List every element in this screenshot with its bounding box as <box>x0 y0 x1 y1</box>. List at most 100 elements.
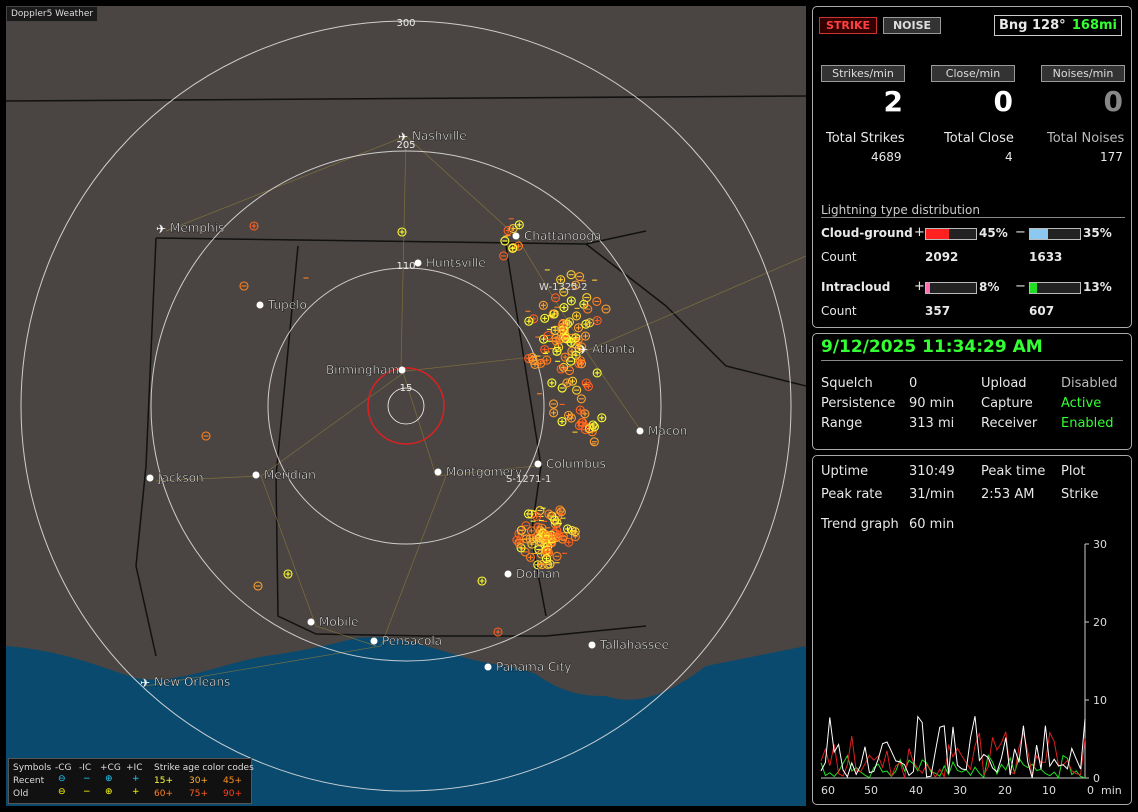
x-tick-20: 20 <box>998 784 1012 797</box>
trend-graph-label: Trend graph <box>821 517 899 532</box>
strike-icon <box>583 304 593 314</box>
cg-neg-bar <box>1029 228 1081 240</box>
strike-icon <box>514 220 524 230</box>
svg-text:Jackson: Jackson <box>157 471 204 485</box>
svg-text:✈: ✈ <box>140 676 150 690</box>
plot-value[interactable]: Strike <box>1061 487 1099 502</box>
plot-label: Plot <box>1061 464 1086 479</box>
strike-icon <box>527 539 537 549</box>
receiver-label: Receiver <box>981 416 1038 431</box>
total-noises-label: Total Noises <box>1047 131 1125 146</box>
legend-old-label: Old <box>13 789 29 799</box>
cg-neg-pct: 35% <box>1083 226 1112 240</box>
strike-icon <box>537 559 547 570</box>
svg-text:Birmingham: Birmingham <box>326 363 399 377</box>
recent-pos-cg-icon: ⊕ <box>105 774 113 784</box>
strike-icon <box>559 303 569 313</box>
ic-neg-count: 607 <box>1029 304 1055 318</box>
strikes-per-min-value: 2 <box>883 85 903 118</box>
city-jackson: Jackson <box>146 471 204 485</box>
strike-icon <box>549 408 559 418</box>
strikes-per-min-label[interactable]: Strikes/min <box>821 65 905 82</box>
strike-icon <box>249 221 259 231</box>
y-tick-30: 30 <box>1093 538 1107 551</box>
trend-graph: 30 20 10 0 60 50 40 30 20 10 0 min <box>820 538 1122 797</box>
strike-icon <box>575 405 585 415</box>
bearing-box: Bng 128° 168mi <box>994 15 1122 36</box>
squelch-value: 0 <box>909 376 918 391</box>
x-tick-60: 60 <box>821 784 835 797</box>
strike-icon <box>592 296 602 306</box>
range-label: Range <box>821 416 863 431</box>
svg-text:300: 300 <box>396 18 415 29</box>
strike-button[interactable]: STRIKE <box>819 17 877 34</box>
noises-per-min-value: 0 <box>1103 85 1123 118</box>
sector-label: W-1325-2 <box>539 282 588 293</box>
strike-icon <box>571 350 581 360</box>
legend-pos-ic: +IC <box>126 763 143 773</box>
strike-icon <box>283 569 293 579</box>
strike-icon <box>552 551 562 561</box>
city-tupelo: Tupelo <box>256 298 307 312</box>
strike-icon <box>544 509 554 519</box>
total-noises-value: 177 <box>1100 150 1123 164</box>
city-markers: ✈ Nashville ✈ Memphis Chattanooga Huntsville T… <box>140 129 687 690</box>
svg-text:Meridian: Meridian <box>264 468 316 482</box>
city-new-orleans: ✈ New Orleans <box>140 675 230 690</box>
cg-label: Cloud-ground <box>821 226 913 240</box>
strike-icon <box>592 368 602 378</box>
strike-icon <box>556 324 566 334</box>
strike-icon <box>524 316 534 326</box>
y-tick-0: 0 <box>1093 772 1100 785</box>
legend-recent-label: Recent <box>13 776 45 786</box>
close-per-min-label[interactable]: Close/min <box>931 65 1015 82</box>
strike-icon <box>397 227 407 237</box>
old-neg-cg-icon: ⊖ <box>58 787 66 797</box>
svg-text:Panama City: Panama City <box>496 660 571 674</box>
strike-icon <box>566 337 576 347</box>
persistence-label: Persistence <box>821 396 896 411</box>
cg-neg-sign: − <box>1015 225 1026 240</box>
ic-neg-bar <box>1029 282 1081 294</box>
datetime: 9/12/2025 11:34:29 AM <box>821 337 1123 361</box>
city-nashville: ✈ Nashville <box>398 129 467 144</box>
range-value: 313 mi <box>909 416 955 431</box>
strike-icon <box>558 532 568 542</box>
noises-per-min-label[interactable]: Noises/min <box>1041 65 1125 82</box>
strike-icon <box>536 358 546 368</box>
persistence-value: 90 min <box>909 396 955 411</box>
ic-neg-pct: 13% <box>1083 280 1112 294</box>
total-close-value: 4 <box>1005 150 1013 164</box>
x-tick-30: 30 <box>953 784 967 797</box>
svg-text:Montgomery: Montgomery <box>446 465 522 479</box>
lightning-map[interactable]: 300 205 110 15 ✈ Nashville ✈ Memphis Chattan… <box>6 6 806 806</box>
noise-button[interactable]: NOISE <box>883 17 941 34</box>
total-close-label: Total Close <box>944 131 1014 146</box>
strike-icon <box>562 378 572 388</box>
strike-icon <box>499 251 509 261</box>
cg-count-label: Count <box>821 250 857 264</box>
cg-pos-bar <box>925 228 977 240</box>
capture-label: Capture <box>981 396 1033 411</box>
strike-icon <box>557 417 567 427</box>
close-per-min-value: 0 <box>993 85 1013 118</box>
svg-text:15: 15 <box>400 383 413 394</box>
strike-icon <box>575 271 585 282</box>
age-75: 75+ <box>189 789 208 799</box>
city-pensacola: Pensacola <box>370 634 442 648</box>
svg-text:Nashville: Nashville <box>412 129 467 143</box>
strike-icon <box>551 336 561 346</box>
strike-icon <box>566 413 576 423</box>
city-panama-city: Panama City <box>484 660 572 674</box>
age-30: 30+ <box>189 776 208 786</box>
cg-pos-sign: + <box>914 225 925 240</box>
strike-icon <box>500 236 510 246</box>
strike-icon <box>550 515 560 525</box>
strike-icon <box>529 314 539 324</box>
svg-text:110: 110 <box>396 261 415 272</box>
strike-icon <box>534 533 544 543</box>
upload-value: Disabled <box>1061 376 1118 391</box>
ic-label: Intracloud <box>821 280 891 294</box>
old-pos-cg-icon: ⊕ <box>105 787 113 797</box>
y-tick-10: 10 <box>1093 694 1107 707</box>
